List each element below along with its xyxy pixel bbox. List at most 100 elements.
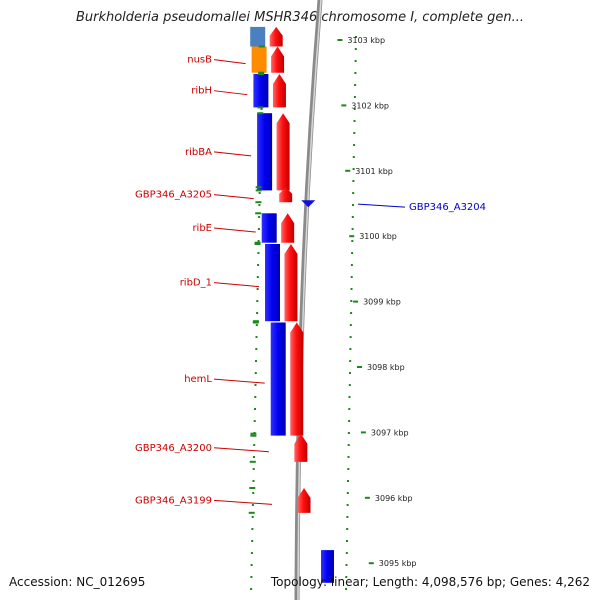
scale-dot [346, 528, 349, 530]
scale-dot [351, 228, 354, 230]
gene-box-ribh [253, 74, 269, 108]
boundary-mark [254, 241, 261, 244]
scale-dot [353, 132, 356, 134]
boundary-mark [254, 243, 261, 245]
scale-tick [364, 496, 370, 499]
gene-label-ribd-1: ribD_1 [180, 278, 212, 289]
backbone-line [294, 0, 323, 600]
scale-dot [253, 444, 256, 446]
gene-heml [270, 322, 304, 436]
scale-dot [350, 312, 353, 314]
gene-arrow-heml [290, 322, 304, 436]
scale-dot [256, 300, 259, 302]
scale-dot [250, 564, 253, 566]
boundary-mark [250, 434, 257, 437]
boundary-mark [249, 487, 256, 489]
scale-tick-label: 3097 kbp [371, 428, 409, 437]
scale-dot [257, 228, 260, 230]
scale-dot [355, 36, 357, 38]
gene-gene-11 [321, 550, 334, 583]
leader-line-gbp346-a3204 [357, 203, 406, 208]
scale-dot [348, 408, 351, 410]
scale-dot [254, 384, 257, 386]
scale-tick [368, 562, 374, 565]
boundary-mark [249, 460, 256, 463]
scale-tick-label: 3102 kbp [351, 101, 389, 110]
scale-dot [352, 180, 355, 182]
scale-dot [347, 444, 350, 446]
gene-nusb [251, 46, 285, 73]
scale-dot [252, 480, 255, 482]
gene-arrow-ribe [281, 213, 295, 243]
boundary-mark [255, 189, 262, 192]
boundary-mark [248, 511, 255, 514]
leader-line-ribe [213, 227, 256, 233]
gene-arrow-nusb [271, 46, 285, 73]
scale-dot [252, 468, 255, 470]
gene-label-gbp346-a3205: GBP346_A3205 [135, 190, 212, 201]
scale-dot [256, 312, 259, 314]
scale-dot [353, 96, 356, 98]
scale-dot [257, 240, 260, 242]
gene-ribba [257, 113, 290, 191]
scale-dot [354, 48, 357, 50]
gene-ribd-1 [265, 244, 298, 322]
scale-dot [347, 468, 350, 470]
scale-dot [349, 348, 352, 350]
scale-tick-label: 3096 kbp [375, 494, 413, 503]
scale-tick-label: 3099 kbp [363, 298, 401, 307]
scale-dot [251, 516, 254, 518]
leader-line-ribd-1 [213, 282, 260, 288]
scale-tick-label: 3103 kbp [347, 36, 385, 45]
gene-label-nusb: nusB [187, 55, 212, 66]
scale-dot [250, 588, 253, 590]
scale-dot [349, 360, 352, 362]
scale-dot [255, 336, 258, 338]
gene-label-ribh: ribH [191, 86, 212, 97]
scale-dot [254, 396, 257, 398]
boundary-mark [255, 212, 262, 215]
gene-box-heml [270, 322, 286, 436]
gene-label-gbp346-a3200: GBP346_A3200 [135, 443, 212, 454]
gene-box-ribba [257, 113, 273, 191]
scale-dot [346, 492, 349, 494]
scale-ticks: 3103 kbp 3102 kbp 3101 kbp 3100 kbp 3099 kbp… [248, 36, 417, 568]
leader-line-gbp346-a3199 [213, 499, 273, 505]
scale-dot [257, 252, 260, 254]
sequence-summary: Topology: linear; Length: 4,098,576 bp; … [270, 575, 590, 589]
scale-dot [350, 264, 353, 266]
scale-dot [346, 504, 349, 506]
scale-dot [349, 336, 352, 338]
scale-dot [352, 168, 355, 170]
accession-text: Accession: NC_012695 [9, 575, 146, 589]
leader-line-ribh [213, 90, 248, 96]
scale-tick-label: 3095 kbp [379, 559, 417, 568]
scale-dot [350, 276, 353, 278]
scale-dot [353, 120, 356, 122]
gene-arrow-ribba [276, 113, 290, 191]
scale-dot [351, 216, 354, 218]
scale-dot [346, 516, 349, 518]
scale-dot [260, 108, 263, 110]
scale-dot [255, 348, 258, 350]
boundary-mark [258, 71, 265, 74]
scale-dot [350, 288, 353, 290]
scale-dot [255, 360, 257, 362]
sequence-backbone [294, 0, 323, 600]
scale-dot [256, 288, 259, 290]
gene-label-ribe: ribE [192, 223, 212, 234]
scale-dot [251, 504, 254, 506]
scale-dot [346, 540, 348, 542]
scale-dot [345, 588, 348, 590]
gene-ribh [253, 74, 286, 108]
scale-dot [352, 156, 355, 158]
boundary-mark [250, 432, 257, 435]
boundary-mark [258, 45, 265, 48]
scale-dot [250, 552, 253, 554]
scale-dot [347, 480, 349, 482]
scale-dot [354, 72, 357, 74]
gene-ribe [261, 213, 295, 243]
scale-dot [353, 108, 356, 110]
boundary-mark [257, 106, 264, 109]
